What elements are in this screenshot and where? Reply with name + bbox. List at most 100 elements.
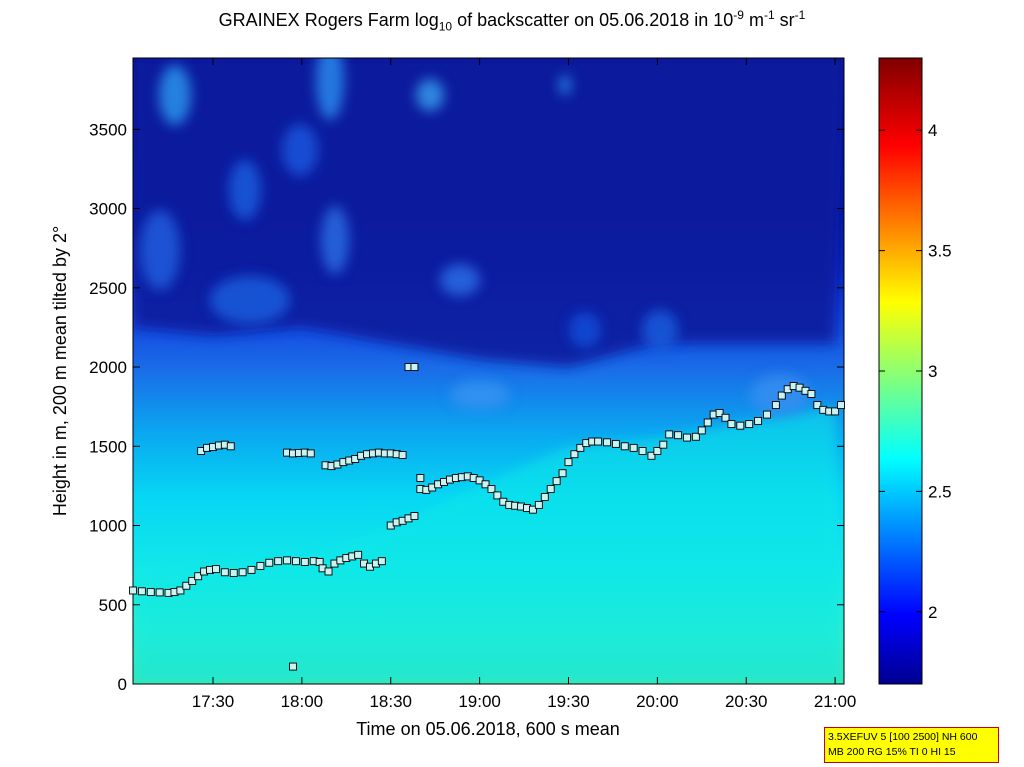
colorbar-tick-label-0: 2 bbox=[928, 603, 937, 622]
plume-8 bbox=[642, 310, 678, 350]
marker-s1-p41 bbox=[638, 447, 647, 455]
marker-s1-p4 bbox=[410, 512, 419, 520]
x-tick-label-4: 19:30 bbox=[547, 692, 590, 711]
marker-s0-p35 bbox=[377, 557, 386, 566]
mixed-layer-region bbox=[133, 406, 844, 684]
x-tick-label-2: 18:30 bbox=[369, 692, 412, 711]
marker-s0-p21 bbox=[291, 557, 300, 566]
info-line-1: 3.5XEFUV 5 [100 2500] NH 600 bbox=[828, 731, 978, 743]
marker-s1-p36 bbox=[594, 437, 603, 446]
marker-s1-p69 bbox=[831, 407, 840, 416]
marker-s0-p22 bbox=[300, 558, 309, 566]
plume-6 bbox=[321, 206, 349, 274]
x-tick-label-7: 21:00 bbox=[814, 692, 857, 711]
marker-s2-p27 bbox=[289, 662, 297, 671]
marker-s1-p44 bbox=[659, 440, 668, 449]
plume-12 bbox=[210, 276, 290, 324]
marker-s1-p57 bbox=[754, 416, 763, 425]
marker-s1-p5 bbox=[416, 474, 425, 482]
colorbar-gradient bbox=[878, 57, 923, 685]
marker-s1-p56 bbox=[745, 420, 754, 429]
marker-s1-p42 bbox=[647, 451, 656, 460]
plume-5 bbox=[140, 210, 180, 290]
heatmap-area bbox=[132, 57, 845, 685]
plume-3 bbox=[229, 160, 261, 220]
marker-s1-p33 bbox=[576, 443, 585, 452]
chart-title: GRAINEX Rogers Farm log10 of backscatter… bbox=[218, 8, 806, 34]
y-tick-label-3: 1500 bbox=[89, 437, 127, 456]
colorbar: 2 2.5 3 3.5 4 bbox=[878, 57, 952, 685]
marker-s1-p32 bbox=[570, 450, 579, 459]
marker-s0-p31 bbox=[354, 550, 363, 559]
marker-s0-p9 bbox=[194, 572, 203, 581]
marker-s1-p38 bbox=[611, 439, 620, 448]
marker-s1-p43 bbox=[653, 447, 662, 455]
marker-s1-p37 bbox=[603, 438, 611, 447]
marker-s0-p8 bbox=[188, 577, 197, 585]
plume-2 bbox=[416, 79, 444, 111]
marker-s1-p54 bbox=[727, 420, 736, 429]
marker-s2-p10 bbox=[306, 449, 315, 458]
marker-s0-p1 bbox=[137, 587, 146, 596]
marker-s1-p52 bbox=[715, 409, 724, 417]
marker-s1-p66 bbox=[813, 401, 822, 410]
marker-s1-p17 bbox=[481, 480, 490, 489]
plume-11 bbox=[450, 381, 510, 409]
y-tick-label-5: 2500 bbox=[89, 279, 127, 298]
plume-9 bbox=[569, 312, 601, 348]
plot-frame bbox=[132, 57, 845, 685]
x-tick-label-6: 20:30 bbox=[725, 692, 768, 711]
marker-s1-p39 bbox=[620, 442, 629, 451]
marker-s0-p17 bbox=[256, 561, 265, 570]
marker-s1-p26 bbox=[534, 500, 543, 509]
y-axis-label: Height in m, 200 m mean tilted by 2° bbox=[50, 226, 70, 516]
marker-s1-p45 bbox=[665, 430, 674, 439]
marker-s0-p2 bbox=[146, 588, 155, 597]
marker-s1-p46 bbox=[674, 431, 683, 440]
marker-s0-p16 bbox=[247, 565, 256, 574]
marker-s1-p28 bbox=[546, 485, 555, 494]
plume-13 bbox=[559, 75, 571, 95]
plume-1 bbox=[316, 58, 344, 120]
marker-s1-p53 bbox=[721, 413, 730, 422]
processing-info-box: 3.5XEFUV 5 [100 2500] NH 600 MB 200 RG 1… bbox=[824, 727, 999, 763]
x-axis-label: Time on 05.06.2018, 600 s mean bbox=[356, 719, 620, 739]
marker-s1-p60 bbox=[777, 391, 786, 400]
marker-s1-p29 bbox=[552, 477, 561, 486]
y-tick-label-4: 2000 bbox=[89, 358, 127, 377]
marker-s1-p25 bbox=[528, 505, 537, 514]
marker-s1-p40 bbox=[629, 443, 638, 452]
marker-s1-p49 bbox=[697, 426, 706, 435]
marker-s0-p7 bbox=[182, 581, 191, 590]
plume-0 bbox=[159, 65, 191, 125]
colorbar-tick-label-4: 4 bbox=[928, 121, 937, 140]
marker-s0-p13 bbox=[220, 568, 229, 577]
y-tick-label-0: 0 bbox=[118, 675, 127, 694]
marker-s1-p59 bbox=[771, 401, 780, 410]
marker-s0-p12 bbox=[211, 565, 220, 574]
x-tick-label-5: 20:00 bbox=[636, 692, 679, 711]
marker-s1-p58 bbox=[763, 410, 771, 419]
marker-s1-p31 bbox=[564, 458, 573, 467]
colorbar-tick-label-2: 3 bbox=[928, 362, 937, 381]
y-axis: 0 500 1000 1500 2000 2500 3000 3500 bbox=[89, 120, 844, 694]
marker-s1-p16 bbox=[475, 476, 484, 485]
plume-7 bbox=[440, 264, 480, 296]
marker-s1-p27 bbox=[540, 493, 549, 501]
marker-s0-p26 bbox=[324, 567, 333, 576]
marker-s1-p47 bbox=[683, 433, 691, 442]
marker-s1-p50 bbox=[703, 418, 712, 427]
marker-s0-p20 bbox=[283, 556, 291, 565]
marker-s0-p3 bbox=[155, 588, 164, 597]
marker-s0-p0 bbox=[129, 586, 137, 595]
marker-s2-p24 bbox=[398, 451, 407, 459]
y-tick-label-1: 500 bbox=[99, 596, 127, 615]
colorbar-tick-label-1: 2.5 bbox=[928, 482, 952, 501]
marker-s0-p15 bbox=[238, 568, 247, 577]
marker-s1-p19 bbox=[493, 491, 502, 500]
marker-s1-p55 bbox=[736, 421, 745, 430]
marker-s0-p19 bbox=[274, 557, 283, 566]
x-axis: 17:30 18:00 18:30 19:00 19:30 20:00 20:30 21:00 bbox=[192, 58, 857, 711]
marker-s0-p18 bbox=[265, 558, 274, 567]
